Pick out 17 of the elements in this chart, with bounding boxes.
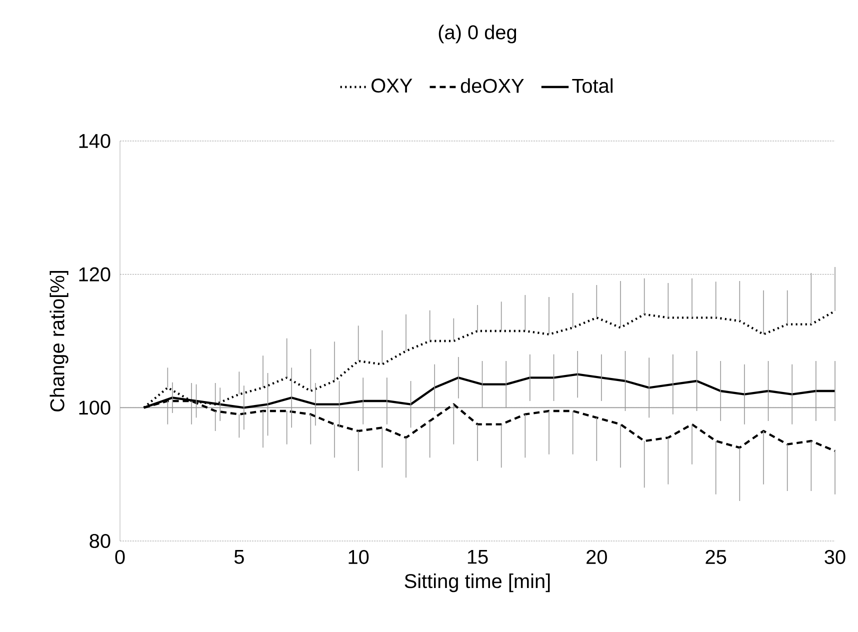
x-tick-label: 15 [468, 550, 488, 564]
y-axis-title: Change ratio[%] [50, 271, 68, 412]
x-tick-label: 25 [706, 550, 726, 564]
chart-title: (a) 0 deg [438, 24, 516, 44]
x-axis-title: Sitting time [min] [404, 574, 550, 592]
legend-label: Total [572, 78, 612, 93]
x-tick-label: 20 [586, 550, 607, 564]
legend-label: deOXY [460, 78, 524, 93]
y-tick-label: 100 [79, 400, 110, 415]
y-tick-label: 120 [79, 267, 110, 282]
x-tick-label: 10 [348, 550, 369, 564]
y-tick-label: 80 [90, 534, 110, 548]
x-tick-label: 5 [234, 550, 244, 564]
legend-label: OXY [372, 78, 412, 93]
x-tick-label: 0 [115, 550, 125, 564]
y-tick-label: 140 [79, 134, 110, 148]
x-tick-label: 30 [824, 550, 846, 564]
